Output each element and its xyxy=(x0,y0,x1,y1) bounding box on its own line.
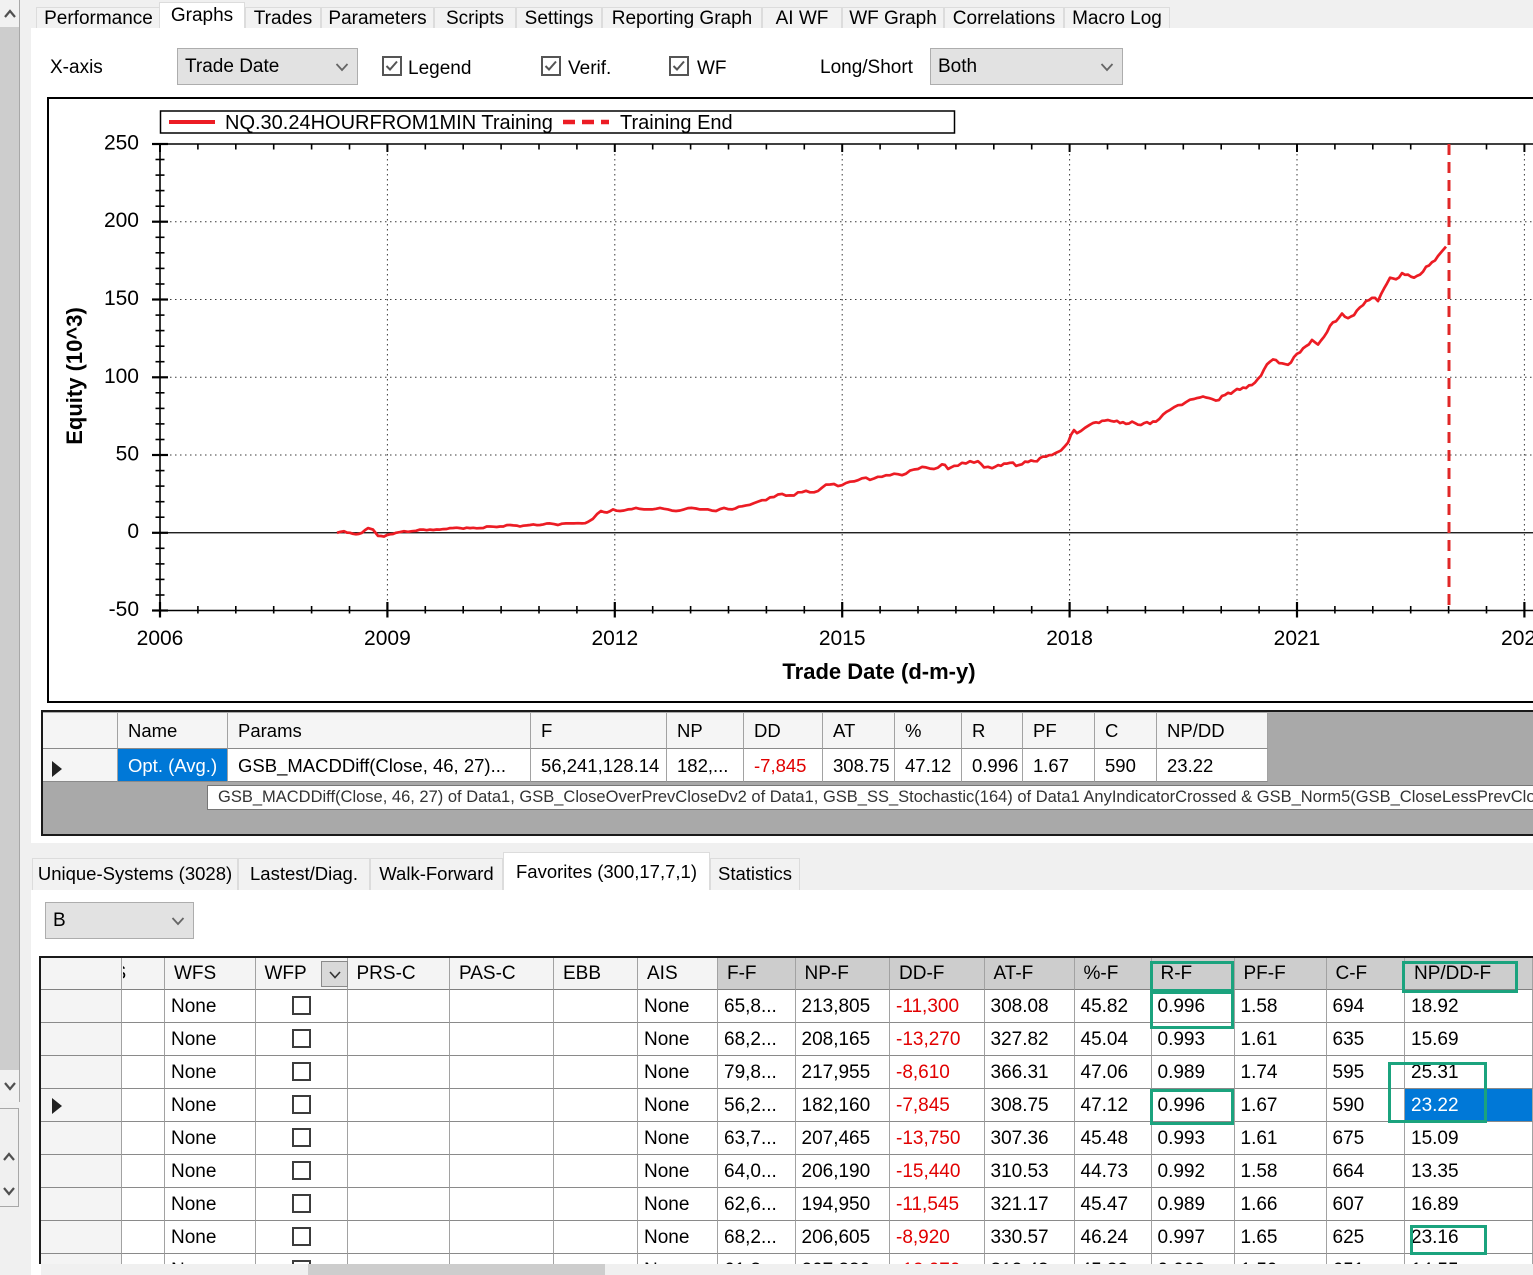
svg-text:Trade Date (d-m-y): Trade Date (d-m-y) xyxy=(782,659,975,684)
svg-text:200: 200 xyxy=(104,209,139,232)
svg-text:-50: -50 xyxy=(109,598,139,621)
svg-text:2015: 2015 xyxy=(819,627,866,650)
svg-text:2018: 2018 xyxy=(1046,627,1093,650)
svg-text:150: 150 xyxy=(104,287,139,310)
svg-text:250: 250 xyxy=(104,132,139,155)
svg-text:2012: 2012 xyxy=(591,627,638,650)
svg-text:2009: 2009 xyxy=(364,627,411,650)
svg-text:Equity (10^3): Equity (10^3) xyxy=(62,307,87,445)
svg-text:Training End: Training End xyxy=(620,112,733,134)
svg-text:0: 0 xyxy=(127,520,139,543)
svg-text:50: 50 xyxy=(116,443,139,466)
svg-text:2021: 2021 xyxy=(1274,627,1321,650)
svg-text:NQ.30.24HOURFROM1MIN Training: NQ.30.24HOURFROM1MIN Training xyxy=(225,112,553,134)
svg-text:100: 100 xyxy=(104,365,139,388)
svg-text:2024: 2024 xyxy=(1501,627,1533,650)
svg-text:2006: 2006 xyxy=(137,627,184,650)
